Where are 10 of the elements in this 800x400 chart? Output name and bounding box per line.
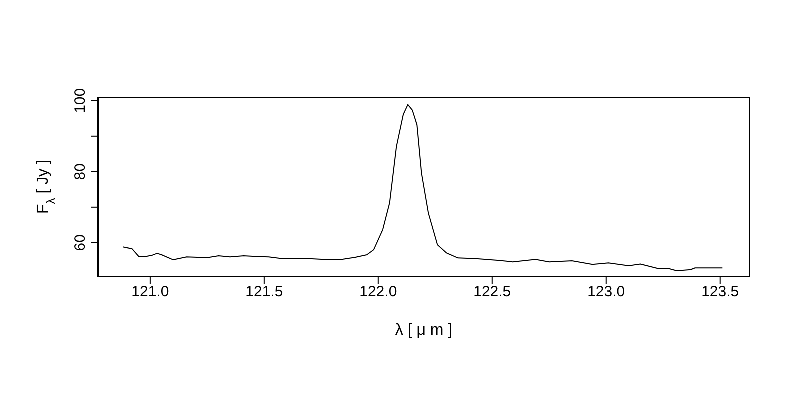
x-tick-label: 121.0 (132, 284, 170, 301)
y-tick-label: 60 (72, 234, 89, 252)
x-tick-label: 123.0 (588, 284, 626, 301)
y-tick-label: 80 (72, 164, 89, 180)
x-tick-label: 122.5 (474, 284, 512, 301)
x-tick-label: 121.5 (246, 284, 284, 301)
x-tick-label: 122.0 (360, 284, 398, 301)
x-axis-title: λ [ μ m ] (395, 322, 453, 339)
y-tick-label: 100 (72, 88, 89, 114)
x-tick-label: 123.5 (702, 284, 740, 301)
